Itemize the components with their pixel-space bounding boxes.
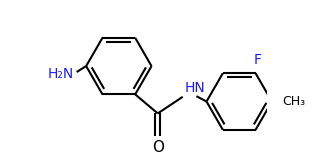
- Text: HN: HN: [185, 81, 206, 95]
- Text: F: F: [254, 53, 262, 67]
- Text: H₂N: H₂N: [48, 67, 74, 81]
- Text: O: O: [152, 140, 164, 155]
- Text: CH₃: CH₃: [283, 95, 306, 108]
